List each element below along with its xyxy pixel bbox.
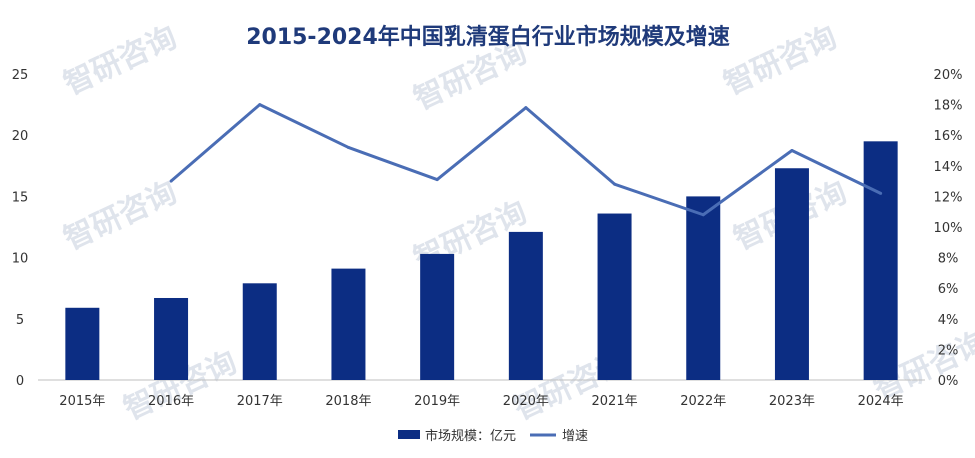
- right-tick-label: 18%: [934, 99, 963, 114]
- x-tick-label: 2024年: [858, 394, 904, 409]
- bar-2022年: [686, 196, 721, 380]
- left-tick-label: 5: [16, 313, 24, 328]
- bar-2020年: [508, 231, 543, 380]
- right-tick-label: 8%: [938, 252, 959, 267]
- x-tick-label: 2015年: [59, 394, 105, 409]
- right-tick-label: 16%: [934, 129, 963, 144]
- x-tick-label: 2023年: [769, 394, 815, 409]
- right-tick-label: 2%: [938, 343, 959, 358]
- bar-2017年: [242, 283, 277, 380]
- right-tick-label: 10%: [934, 221, 963, 236]
- growth-line: [170, 103, 882, 217]
- x-tick-label: 2017年: [237, 394, 283, 409]
- x-tick-label: 2016年: [148, 394, 194, 409]
- chart-title: 2015-2024年中国乳清蛋白行业市场规模及增速: [246, 24, 730, 50]
- right-tick-label: 12%: [934, 190, 963, 205]
- x-tick-label: 2019年: [414, 394, 460, 409]
- x-tick-label: 2022年: [680, 394, 726, 409]
- x-tick-label: 2020年: [503, 394, 549, 409]
- growth-point-2024年: [879, 191, 883, 195]
- left-tick-label: 0: [16, 374, 24, 389]
- right-tick-label: 20%: [934, 68, 963, 83]
- right-tick-label: 0%: [938, 374, 959, 389]
- right-axis: 0% 2% 4% 6% 8% 10% 12% 14% 16% 18% 20%: [934, 68, 963, 389]
- left-tick-label: 25: [12, 68, 29, 83]
- x-axis: 2015年 2016年 2017年 2018年 2019年 2020年 2021年 2022年…: [59, 394, 903, 409]
- growth-point-2022年: [701, 213, 705, 217]
- legend: 市场规模：亿元 增速: [398, 428, 588, 444]
- growth-point-2017年: [258, 103, 262, 107]
- bar-2023年: [774, 168, 809, 380]
- right-tick-label: 14%: [934, 160, 963, 175]
- growth-point-2018年: [346, 145, 350, 149]
- legend-swatch-bar: [398, 430, 420, 439]
- bar-2018年: [331, 268, 366, 380]
- right-tick-label: 4%: [938, 313, 959, 328]
- legend-label-line: 增速: [562, 429, 588, 444]
- x-tick-label: 2018年: [325, 394, 371, 409]
- bar-2015年: [65, 307, 100, 380]
- watermark-text: 智研咨询: [719, 20, 843, 102]
- growth-point-2019年: [435, 178, 439, 182]
- left-tick-label: 10: [12, 252, 29, 267]
- right-tick-label: 6%: [938, 282, 959, 297]
- watermark-text: 智研咨询: [59, 175, 183, 257]
- bar-series: [65, 141, 898, 380]
- growth-point-2020年: [524, 106, 528, 110]
- left-tick-label: 15: [12, 190, 29, 205]
- bar-2016年: [154, 297, 189, 380]
- growth-point-2021年: [613, 182, 617, 186]
- bar-2024年: [863, 141, 898, 380]
- growth-line-series: [169, 103, 883, 217]
- left-tick-label: 20: [12, 129, 29, 144]
- x-tick-label: 2021年: [592, 394, 638, 409]
- bar-2021年: [597, 213, 632, 380]
- growth-point-2016年: [169, 179, 173, 183]
- growth-point-2023年: [790, 149, 794, 152]
- watermark-text: 智研咨询: [59, 20, 183, 102]
- left-axis: 0 5 10 15 20 25: [12, 68, 29, 389]
- legend-label-bar: 市场规模：亿元: [425, 428, 516, 444]
- bar-2019年: [420, 253, 455, 380]
